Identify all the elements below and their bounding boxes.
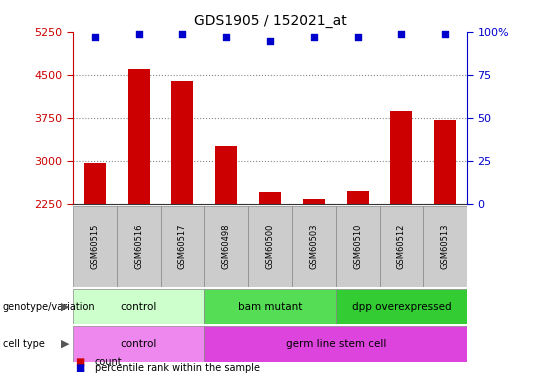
Bar [292,206,336,287]
Bar [248,206,292,287]
Title: GDS1905 / 152021_at: GDS1905 / 152021_at [194,14,346,28]
Text: control: control [120,302,157,312]
Text: percentile rank within the sample: percentile rank within the sample [94,363,260,373]
Text: germ line stem cell: germ line stem cell [286,339,386,349]
Text: genotype/variation: genotype/variation [3,302,96,312]
Text: ▶: ▶ [60,302,69,312]
Text: ■: ■ [76,363,85,373]
Text: GSM60517: GSM60517 [178,224,187,269]
Text: GSM60498: GSM60498 [222,224,231,269]
Point [309,34,318,40]
Text: control: control [120,339,157,349]
Text: GSM60515: GSM60515 [90,224,99,269]
Point [353,34,362,40]
Text: GSM60516: GSM60516 [134,224,143,269]
Bar [117,206,160,287]
Bar [204,206,248,287]
Text: GSM60512: GSM60512 [397,224,406,269]
Bar [215,146,237,204]
Text: count: count [94,357,122,367]
Text: GSM60500: GSM60500 [266,224,274,269]
Point [397,31,406,37]
Point [91,34,99,40]
Bar [73,289,204,324]
Text: GSM60510: GSM60510 [353,224,362,269]
Bar [434,120,456,204]
Bar [380,206,423,287]
Text: dpp overexpressed: dpp overexpressed [352,302,451,312]
Bar [73,206,117,287]
Bar [172,81,193,204]
Bar [204,326,467,362]
Text: cell type: cell type [3,339,45,349]
Text: GSM60513: GSM60513 [441,224,450,269]
Text: ▶: ▶ [60,339,69,349]
Bar [423,206,467,287]
Point [266,38,274,44]
Bar [390,111,413,204]
Bar [84,163,106,204]
Bar [259,192,281,204]
Text: GSM60503: GSM60503 [309,224,318,269]
Text: ■: ■ [76,357,85,367]
Bar [204,289,336,324]
Point [134,31,143,37]
Point [222,34,231,40]
Point [441,31,449,37]
Point [178,31,187,37]
Text: bam mutant: bam mutant [238,302,302,312]
Bar [303,199,325,204]
Bar [347,191,368,204]
Bar [336,289,467,324]
Bar [127,69,150,204]
Bar [336,206,380,287]
Bar [73,326,204,362]
Bar [160,206,204,287]
